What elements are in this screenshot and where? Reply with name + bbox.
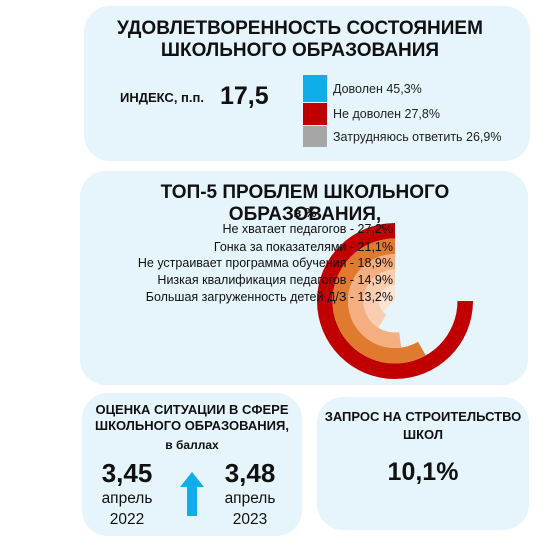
problem-label-1: Не хватает педагогов - 27,2% bbox=[222, 222, 393, 236]
index-value: 17,5 bbox=[220, 82, 269, 110]
problem-label-4: Низкая квалификация педагогов - 14,9% bbox=[157, 273, 393, 287]
assessment-unit: в баллах bbox=[165, 438, 219, 452]
problems-title: ТОП-5 ПРОБЛЕМ ШКОЛЬНОГО ОБРАЗОВАНИЯ, bbox=[160, 182, 450, 225]
radial-bar-2 bbox=[332, 238, 426, 364]
radial-bar-4 bbox=[363, 269, 395, 328]
satisfaction-title: УДОВЛЕТВОРЕННОСТЬ СОСТОЯНИЕМ ШКОЛЬНОГО О… bbox=[100, 18, 500, 62]
assessment-value-2023: 3,48 bbox=[224, 458, 276, 488]
satisfaction-title-line2: ШКОЛЬНОГО ОБРАЗОВАНИЯ bbox=[160, 40, 440, 61]
legend-swatch-undecided bbox=[303, 126, 327, 147]
up-arrow-icon bbox=[180, 472, 204, 516]
assessment-year-2023: 2023 bbox=[232, 511, 268, 528]
problem-label-2: Гонка за показателями - 21,1% bbox=[213, 240, 393, 254]
legend-label-dissatisfied: Не доволен 27,8% bbox=[333, 107, 440, 121]
problem-label-5: Большая загруженность детей Д/З - 13,2% bbox=[145, 290, 393, 304]
assessment-title: ОЦЕНКА СИТУАЦИИ В СФЕРЕ ШКОЛЬНОГО ОБРАЗО… bbox=[95, 402, 289, 433]
problem-label-3: Не устраивает программа обучения - 18,9% bbox=[137, 256, 393, 270]
assessment-year-2022: 2022 bbox=[109, 511, 145, 528]
assessment-value-2022: 3,45 bbox=[101, 458, 153, 488]
legend-label-satisfied: Доволен 45,3% bbox=[333, 82, 422, 96]
radial-bar-5 bbox=[379, 285, 395, 312]
assessment-period-2023: апрель 2023 bbox=[215, 488, 285, 530]
satisfaction-title-line1: УДОВЛЕТВОРЕННОСТЬ СОСТОЯНИЕМ bbox=[117, 18, 483, 39]
problems-title-unit: в % bbox=[293, 205, 317, 220]
radial-bar-3 bbox=[348, 254, 402, 348]
legend-swatch-satisfied bbox=[303, 75, 327, 102]
legend-label-undecided: Затрудняюсь ответить 26,9% bbox=[333, 130, 502, 144]
assessment-month-2023: апрель bbox=[224, 490, 276, 507]
assessment-period-2022: апрель 2022 bbox=[92, 488, 162, 530]
index-label: ИНДЕКС, п.п. bbox=[120, 90, 204, 105]
construction-value: 10,1% bbox=[387, 458, 459, 486]
legend-swatch-dissatisfied bbox=[303, 103, 327, 125]
construction-panel bbox=[317, 397, 529, 530]
construction-title: ЗАПРОС НА СТРОИТЕЛЬСТВО ШКОЛ bbox=[324, 409, 522, 442]
assessment-month-2022: апрель bbox=[101, 490, 153, 507]
